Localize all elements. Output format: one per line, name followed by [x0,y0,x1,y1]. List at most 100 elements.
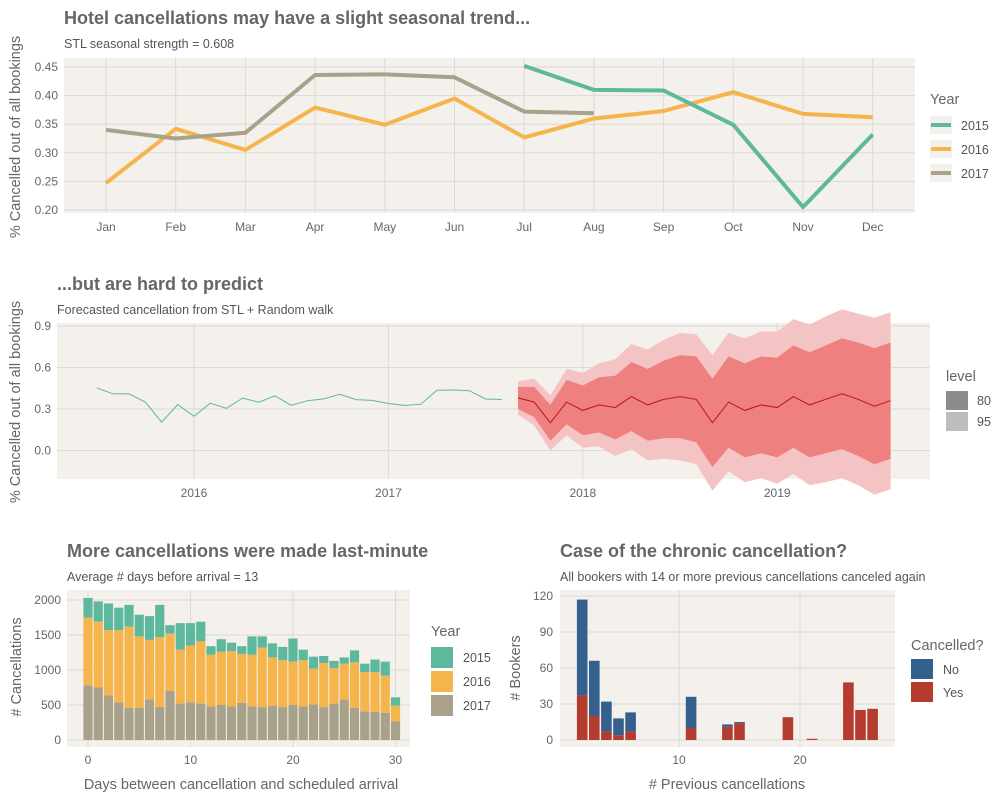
panel1-line-2017 [105,72,594,141]
panel3-bar-2015 [339,657,349,664]
panel3-bar-2016 [185,645,196,703]
panel3-bar-2015 [134,614,144,637]
panel3-bar-2016 [288,661,298,705]
panel4-subtitle: All bookers with 14 or more previous can… [560,570,926,584]
panel4-bar-yes [843,682,854,740]
panel3-bar-2016 [247,654,257,707]
panel3-bar-2016 [329,667,339,704]
panel1-xtick-label: May [373,220,396,234]
panel3-bar-2017 [196,703,206,740]
panel3-bar-2016 [308,668,319,705]
panel4-bar-yes [855,710,866,740]
panel3-bar-2017 [247,706,257,740]
panel3-bar-2016 [339,663,349,700]
panel4-legend-title: Cancelled? [911,638,984,654]
panel3-bar-2016 [319,663,329,708]
panel3-bar-2015 [257,636,267,648]
panel3-bar-2017 [134,707,144,740]
panel4-ytick-label: 60 [540,661,554,675]
panel3-bar-2017 [144,699,155,740]
panel3-bar-2017 [175,703,185,740]
panel3-bar-2015 [247,636,257,655]
panel4-legend-key-yes [911,682,933,702]
panel3-bar-2015 [308,656,319,669]
panel3-bar-2015 [237,646,247,654]
panel4-bar-yes [601,731,612,740]
panel3-ytick-label: 1500 [34,628,61,642]
panel3-bar-2017 [93,687,103,740]
panel3-bar-2015 [226,642,237,652]
panel2-legend-key-80 [946,391,968,410]
panel4-bar-yes [867,708,878,740]
panel4-bar-yes [722,726,733,740]
panel3-legend-title: Year [431,624,460,640]
panel3-bar-2017 [370,712,380,740]
panel3-legend-label: 2015 [463,651,491,665]
panel2-subtitle: Forecasted cancellation from STL + Rando… [57,303,334,317]
panel3-bar-2017 [267,705,278,740]
panel3-title: More cancellations were made last-minute [67,541,428,561]
panel3-xtick-label: 30 [389,753,403,767]
panel1-xtick-label: Mar [235,220,256,234]
panel2-xtick-label: 2016 [181,486,208,500]
panel3-bar-2015 [370,659,380,673]
panel1-legend-label: 2017 [961,167,989,181]
panel4-ytick-label: 0 [546,733,553,747]
panel3-legend-key-2016 [431,671,453,692]
panel3-ytick-label: 500 [41,698,61,712]
panel4-bar-no [685,696,697,728]
panel1-xtick-label: Jan [96,220,115,234]
panel2-legend-label: 95 [977,415,991,429]
panel3-ytick-label: 2000 [34,593,61,607]
panel3-bar-2015 [288,638,298,662]
panel3-bar-2015 [216,639,226,652]
panel3-bar-2015 [175,623,185,650]
panel3-legend-key-2015 [431,647,453,668]
panel3-bar-2016 [257,647,267,708]
panel3-bar-2016 [93,621,103,688]
panel3-bar-2015 [278,646,288,661]
panel2-xtick-label: 2017 [375,486,402,500]
panel3-bar-2016 [278,660,288,708]
panel3-bar-2017 [103,695,114,740]
panel4-bar-no [625,712,636,732]
panel3-bar-2016 [370,672,380,712]
panel3-bar-2015 [93,601,103,622]
panel4-bar-no [589,660,600,716]
panel2-ylabel: % Cancelled out of all bookings [8,301,24,503]
panel3-bar-2015 [124,604,134,627]
panel1-ytick-label: 0.35 [35,117,59,131]
panel3-bar-2016 [114,630,124,703]
panel4-bar-yes [625,731,636,740]
panel1-legend-label: 2015 [961,119,989,133]
panel3-bar-2016 [349,662,360,708]
panel2-legend-title: level [946,369,976,385]
panel3-bar-2016 [226,651,237,707]
panel3-bar-2015 [267,643,278,658]
panel3-bar-2017 [206,706,216,740]
panel3-bar-2017 [349,707,360,740]
panel4-ytick-label: 30 [540,697,554,711]
panel1-subtitle: STL seasonal strength = 0.608 [64,37,234,51]
panel3-bar-2017 [257,707,267,740]
panel4-legend-key-no [911,659,933,679]
panel4-bar-yes [589,716,600,740]
panel1-xtick-label: Feb [165,220,186,234]
panel4-xtick-label: 10 [672,753,686,767]
panel2-ytick-label: 0.9 [34,319,51,333]
panel3-bar-2016 [360,672,370,712]
panel3-bar-2015 [144,616,155,640]
panel3-bar-2015 [103,603,114,631]
panel3-bar-2016 [103,630,114,696]
panel3-bar-2015 [319,656,329,663]
panel2-title: ...but are hard to predict [57,274,263,294]
panel3-bar-2016 [237,653,247,703]
panel3-bar-2016 [83,617,93,686]
panel3-bar-2017 [155,707,165,740]
panel3-bar-2015 [185,623,196,646]
panel3-xtick-label: 10 [184,753,198,767]
panel3-ylabel: # Cancellations [9,617,25,716]
panel3-bar-2015 [206,646,216,655]
panel3-bar-2015 [114,607,124,631]
